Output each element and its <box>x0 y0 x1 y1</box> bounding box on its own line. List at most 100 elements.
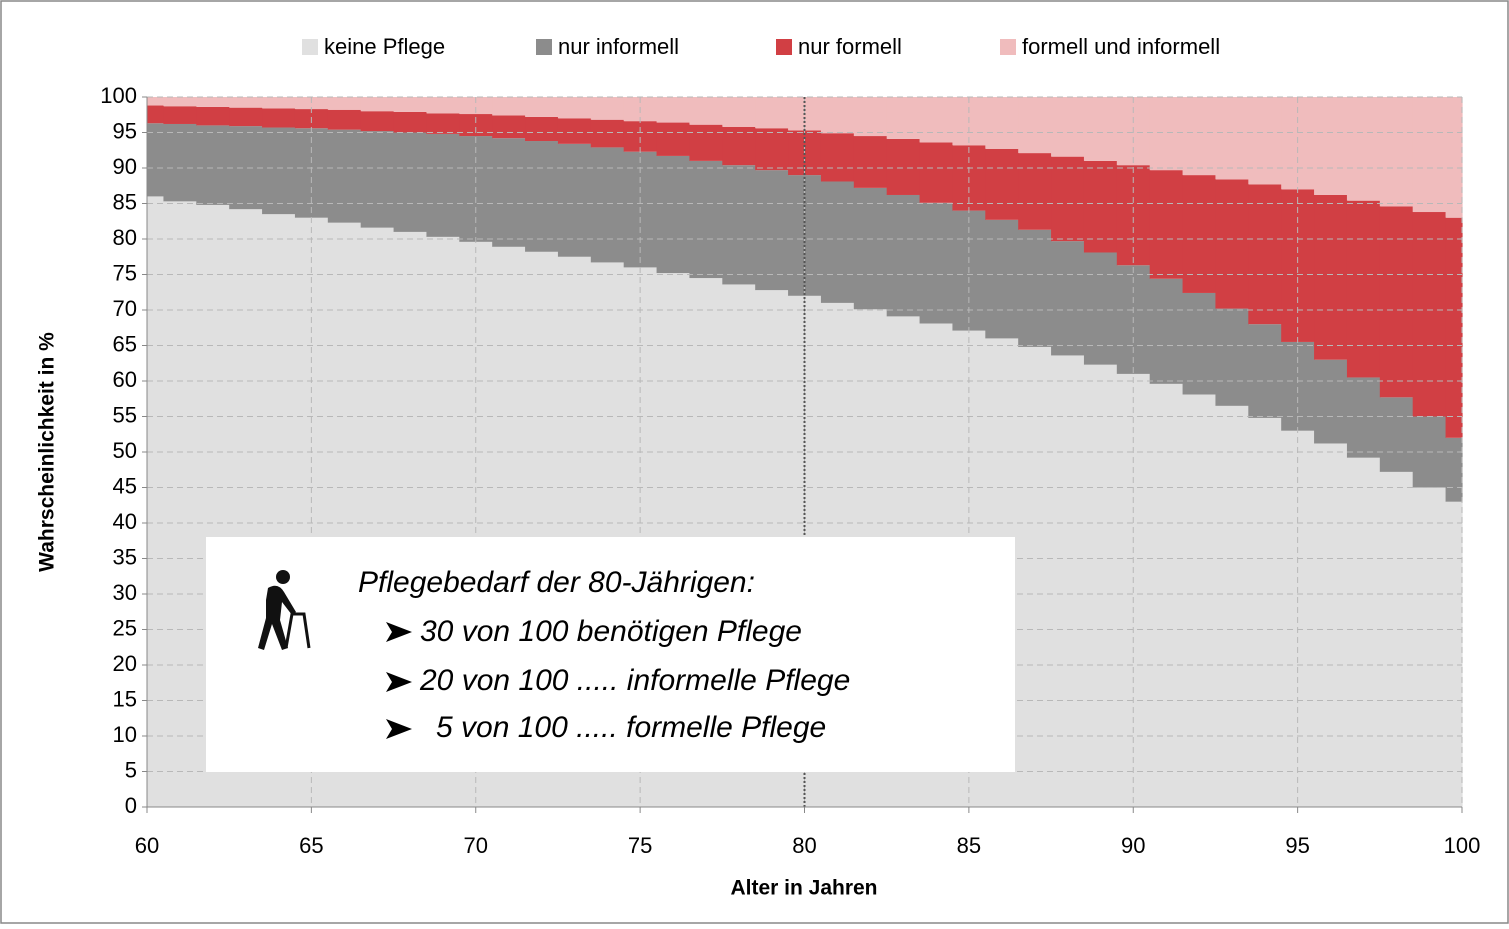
area-step <box>1215 308 1249 406</box>
area-step <box>1215 405 1249 807</box>
annotation-title: Pflegebedarf der 80-Jährigen: <box>358 566 755 599</box>
y-tick-label: 75 <box>113 260 137 285</box>
y-tick-label: 60 <box>113 367 137 392</box>
area-step <box>1083 160 1118 253</box>
area-step <box>147 105 165 124</box>
area-step <box>1182 394 1217 807</box>
area-step <box>590 147 625 263</box>
area-step <box>196 97 230 107</box>
area-step <box>426 113 460 134</box>
area-step <box>294 97 329 110</box>
y-tick-label: 25 <box>113 615 137 640</box>
area-step <box>262 127 296 215</box>
walker-icon <box>258 570 311 650</box>
area-step <box>1149 170 1184 279</box>
area-step <box>327 129 362 223</box>
area-step <box>1379 206 1414 398</box>
area-step <box>163 201 197 807</box>
area-step <box>1215 97 1249 180</box>
area-step <box>393 111 428 133</box>
area-step <box>755 128 789 171</box>
area-step <box>1314 97 1348 195</box>
legend-swatch <box>302 39 318 55</box>
y-tick-label: 40 <box>113 509 137 534</box>
area-step <box>459 114 493 137</box>
area-step <box>1445 437 1463 502</box>
area-step <box>163 97 197 107</box>
area-step <box>1379 397 1414 472</box>
x-tick-label: 85 <box>957 833 981 858</box>
area-step <box>1083 252 1118 365</box>
legend-label: keine Pflege <box>324 34 445 59</box>
y-tick-label: 55 <box>113 402 137 427</box>
area-step <box>327 109 362 130</box>
area-step <box>820 97 855 134</box>
annotation: Pflegebedarf der 80-Jährigen: 30 von 100… <box>206 537 1015 772</box>
area-step <box>590 97 625 120</box>
area-step <box>722 165 756 285</box>
area-step <box>1346 200 1381 378</box>
area-step <box>1051 156 1085 242</box>
area-step <box>656 122 691 156</box>
area-step <box>525 141 559 252</box>
area-step <box>886 97 921 139</box>
area-step <box>1412 487 1447 807</box>
y-tick-label: 90 <box>113 154 137 179</box>
y-tick-label: 70 <box>113 296 137 321</box>
y-tick-label: 35 <box>113 544 137 569</box>
area-step <box>1215 179 1249 309</box>
area-step <box>163 123 197 202</box>
annotation-item: 20 von 100 ..... informelle Pflege <box>419 664 850 697</box>
area-step <box>820 181 855 303</box>
area-step <box>1018 153 1052 230</box>
area-step <box>1379 471 1414 807</box>
area-step <box>1149 278 1184 384</box>
area-step <box>689 160 723 279</box>
x-tick-label: 80 <box>792 833 816 858</box>
area-step <box>360 111 395 132</box>
area-step <box>1248 324 1282 418</box>
annotation-box <box>206 537 1015 772</box>
area-step <box>196 125 230 205</box>
x-tick-label: 95 <box>1285 833 1309 858</box>
area-step <box>1281 341 1315 431</box>
bullets <box>386 622 412 739</box>
legend-label: nur informell <box>558 34 679 59</box>
y-tick-label: 20 <box>113 651 137 676</box>
area-step <box>262 108 296 128</box>
area-step <box>1051 97 1085 157</box>
area-step <box>656 155 691 274</box>
area-step <box>722 126 756 166</box>
area-step <box>590 119 625 148</box>
area-step <box>1083 364 1118 807</box>
area-step <box>492 115 526 139</box>
area-step <box>196 106 230 126</box>
legend-label: formell und informell <box>1022 34 1220 59</box>
area-step <box>853 97 888 137</box>
area-step <box>1018 229 1052 347</box>
y-tick-label: 65 <box>113 331 137 356</box>
legend-swatch <box>536 39 552 55</box>
area-step <box>163 106 197 124</box>
area-step <box>459 97 493 115</box>
area-step <box>820 133 855 182</box>
area-step <box>985 148 1019 220</box>
x-tick-label: 90 <box>1121 833 1145 858</box>
area-step <box>1281 189 1315 342</box>
area-step <box>919 97 954 143</box>
area-step <box>853 136 888 188</box>
area-step <box>1182 97 1217 176</box>
area-step <box>426 133 460 237</box>
area-step <box>1018 97 1052 154</box>
area-step <box>1248 417 1282 807</box>
area-step <box>1445 217 1463 438</box>
area-step <box>229 107 263 127</box>
area-step <box>1018 346 1052 807</box>
area-step <box>147 97 165 106</box>
y-tick-label: 100 <box>100 83 137 108</box>
area-step <box>229 97 263 108</box>
area-step <box>147 196 165 807</box>
area-step <box>147 123 165 197</box>
y-axis-label: Wahrscheinlichkeit in % <box>36 332 59 572</box>
x-tick-label: 60 <box>135 833 159 858</box>
